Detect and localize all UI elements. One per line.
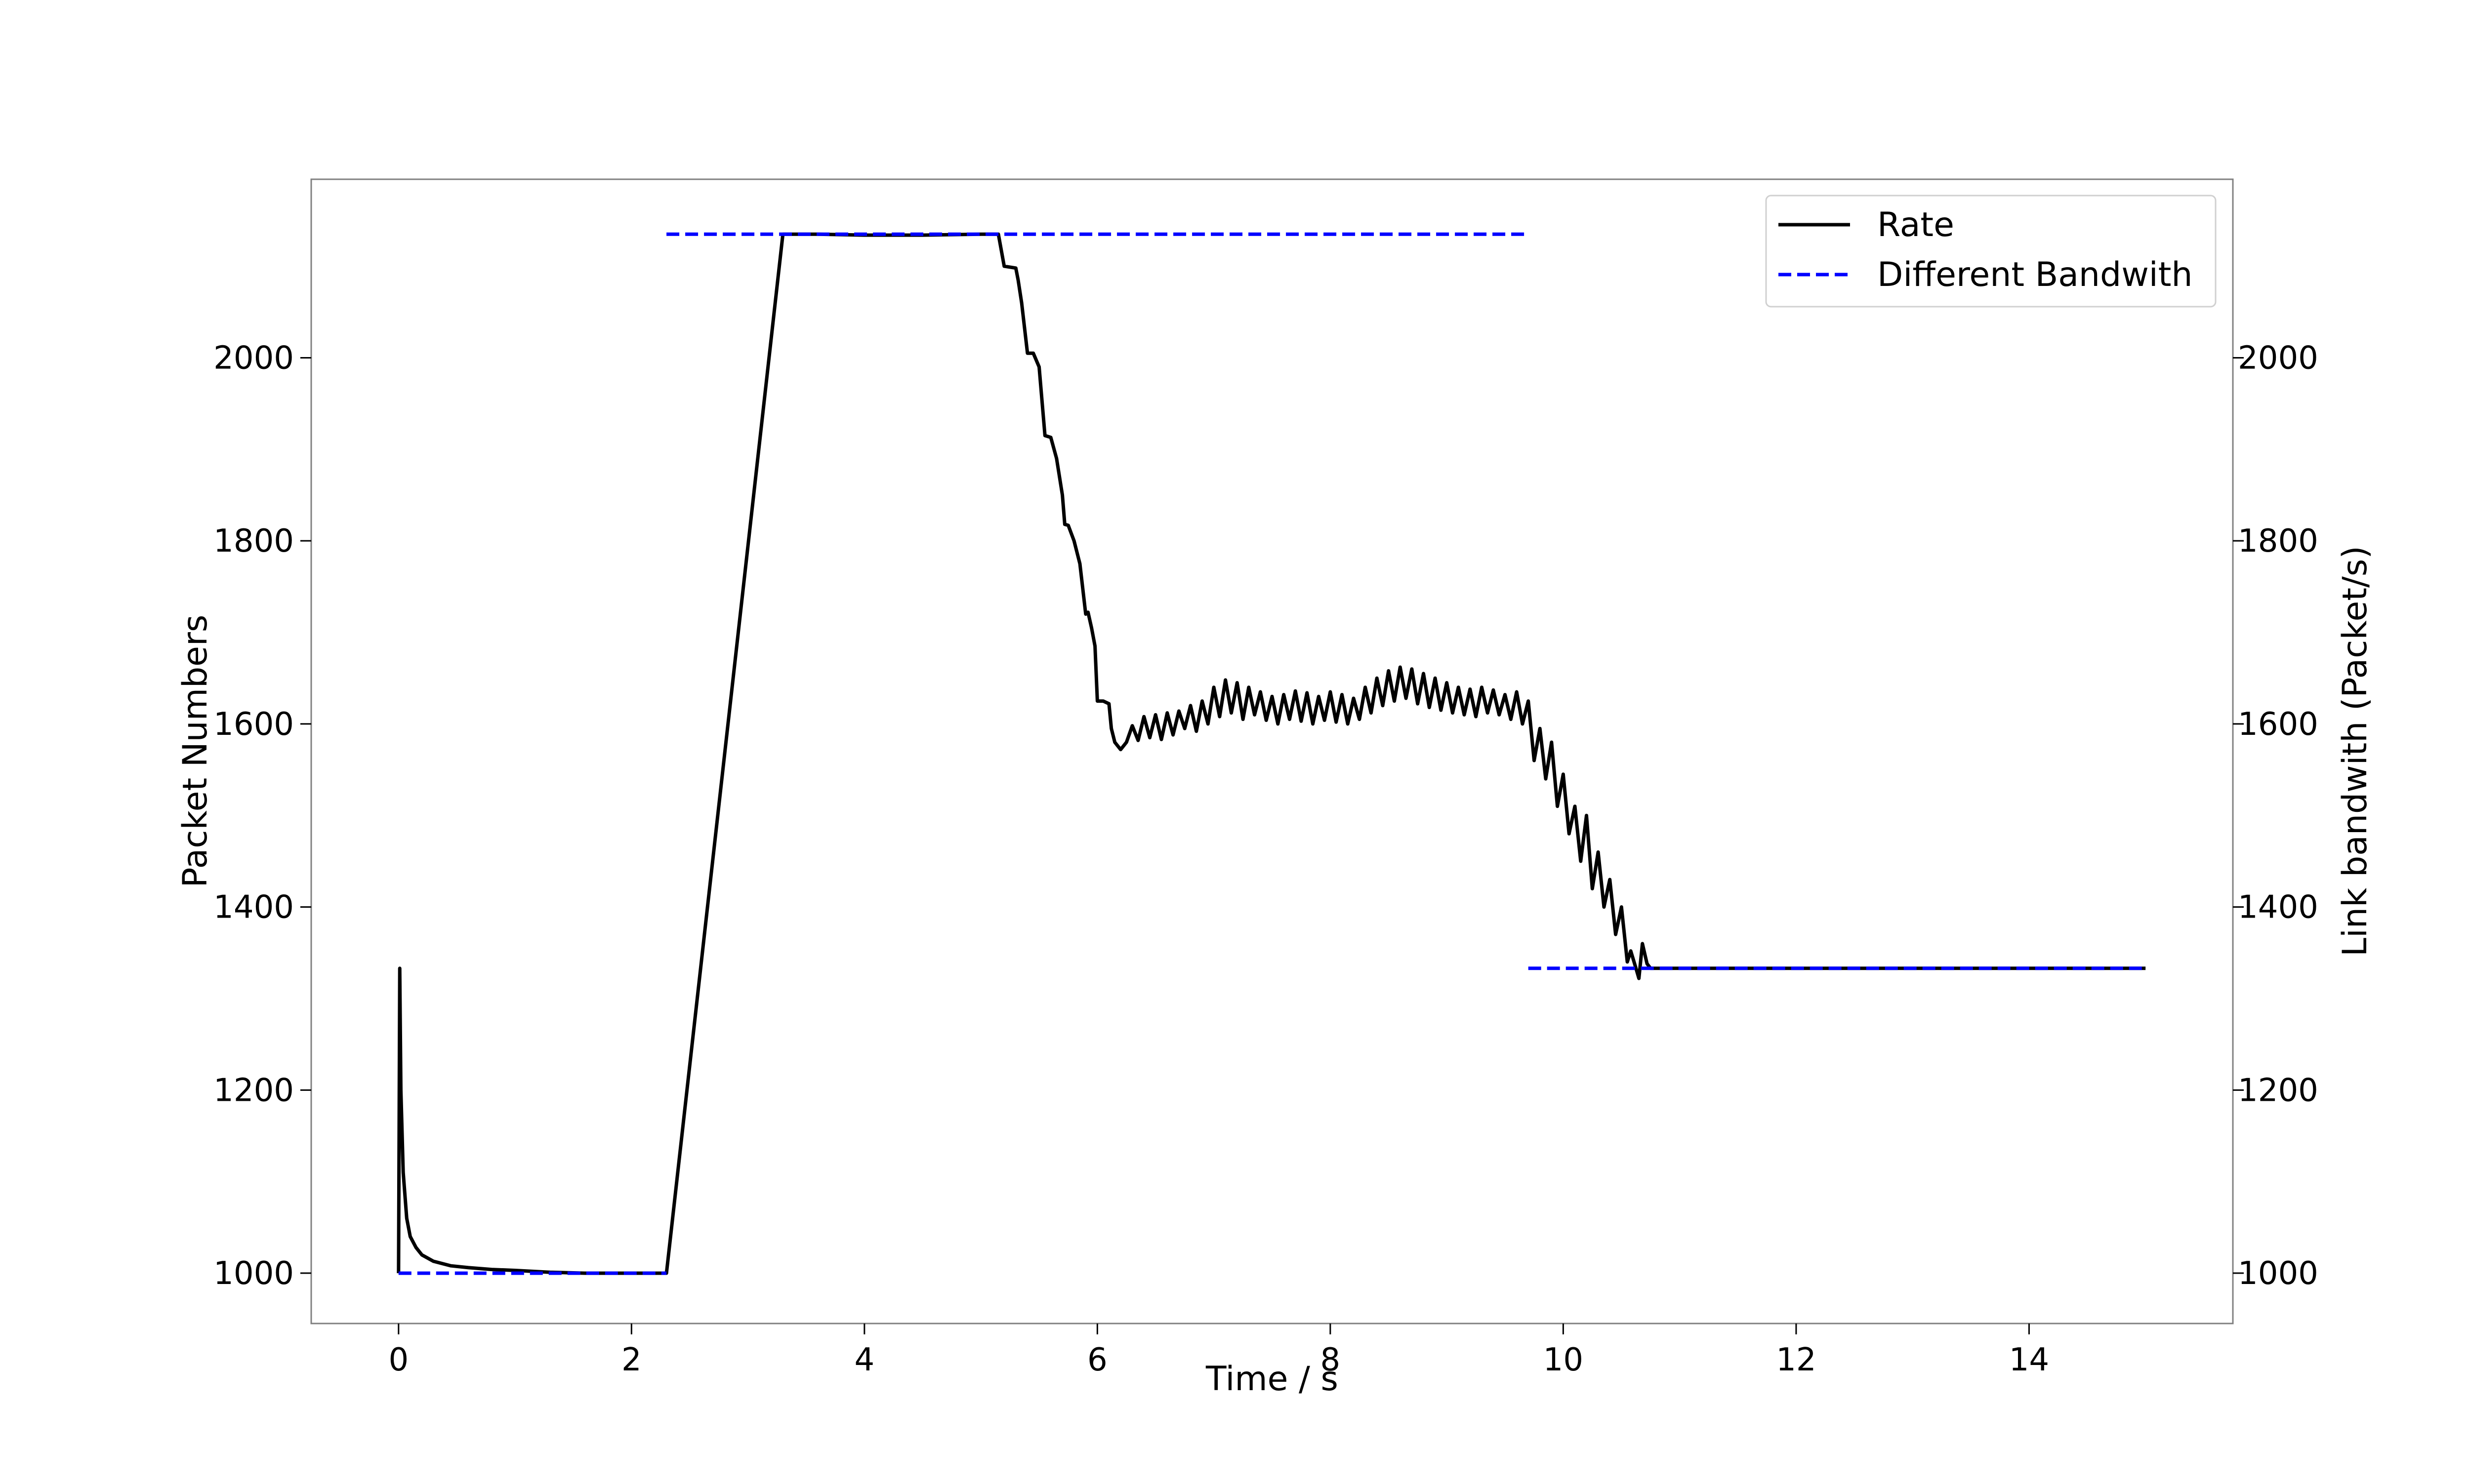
y-left-tick-label: 1000: [213, 1255, 294, 1292]
x-tick-label: 8: [1320, 1342, 1341, 1378]
y-right-tick-label: 2000: [2238, 340, 2318, 376]
x-tick-label: 2: [621, 1342, 642, 1378]
y-right-tick-label: 1800: [2238, 523, 2318, 560]
y-axis-left-label: Packet Numbers: [176, 615, 215, 888]
y-left-tick-label: 2000: [213, 340, 294, 376]
x-tick-label: 4: [854, 1342, 874, 1378]
y-axis-left-ticks: 1000 1200 1400 1600 1800 2000: [213, 340, 311, 1292]
x-tick-label: 0: [388, 1342, 409, 1378]
x-axis-label: Time / s: [1205, 1360, 1338, 1399]
y-left-tick-label: 1200: [213, 1072, 294, 1109]
legend: Rate Different Bandwith: [1765, 195, 2217, 308]
x-tick-label: 10: [1543, 1342, 1583, 1378]
x-tick-label: 6: [1087, 1342, 1108, 1378]
x-axis-ticks: 0 2 4 6 8 10 12 14: [388, 1324, 2049, 1378]
y-left-tick-label: 1400: [213, 889, 294, 926]
legend-label-bandwidth: Different Bandwith: [1877, 255, 2192, 294]
legend-box: [1765, 195, 2217, 308]
y-right-tick-label: 1200: [2238, 1072, 2318, 1109]
x-tick-label: 12: [1776, 1342, 1816, 1378]
y-left-tick-label: 1600: [213, 706, 294, 743]
y-left-tick-label: 1800: [213, 523, 294, 560]
y-right-tick-label: 1600: [2238, 706, 2318, 743]
series-rate-line: [397, 232, 2146, 1275]
legend-label-rate: Rate: [1877, 205, 1954, 244]
series-layer: [397, 232, 2146, 1275]
x-tick-label: 14: [2009, 1342, 2049, 1378]
plot-frame: [310, 178, 2234, 1324]
y-axis-right-ticks: 1000 1200 1400 1600 1800 2000: [2233, 340, 2318, 1292]
y-right-tick-label: 1400: [2238, 889, 2318, 926]
y-axis-right-label: Link bandwith (Packet/s): [2336, 546, 2375, 957]
y-right-tick-label: 1000: [2238, 1255, 2318, 1292]
